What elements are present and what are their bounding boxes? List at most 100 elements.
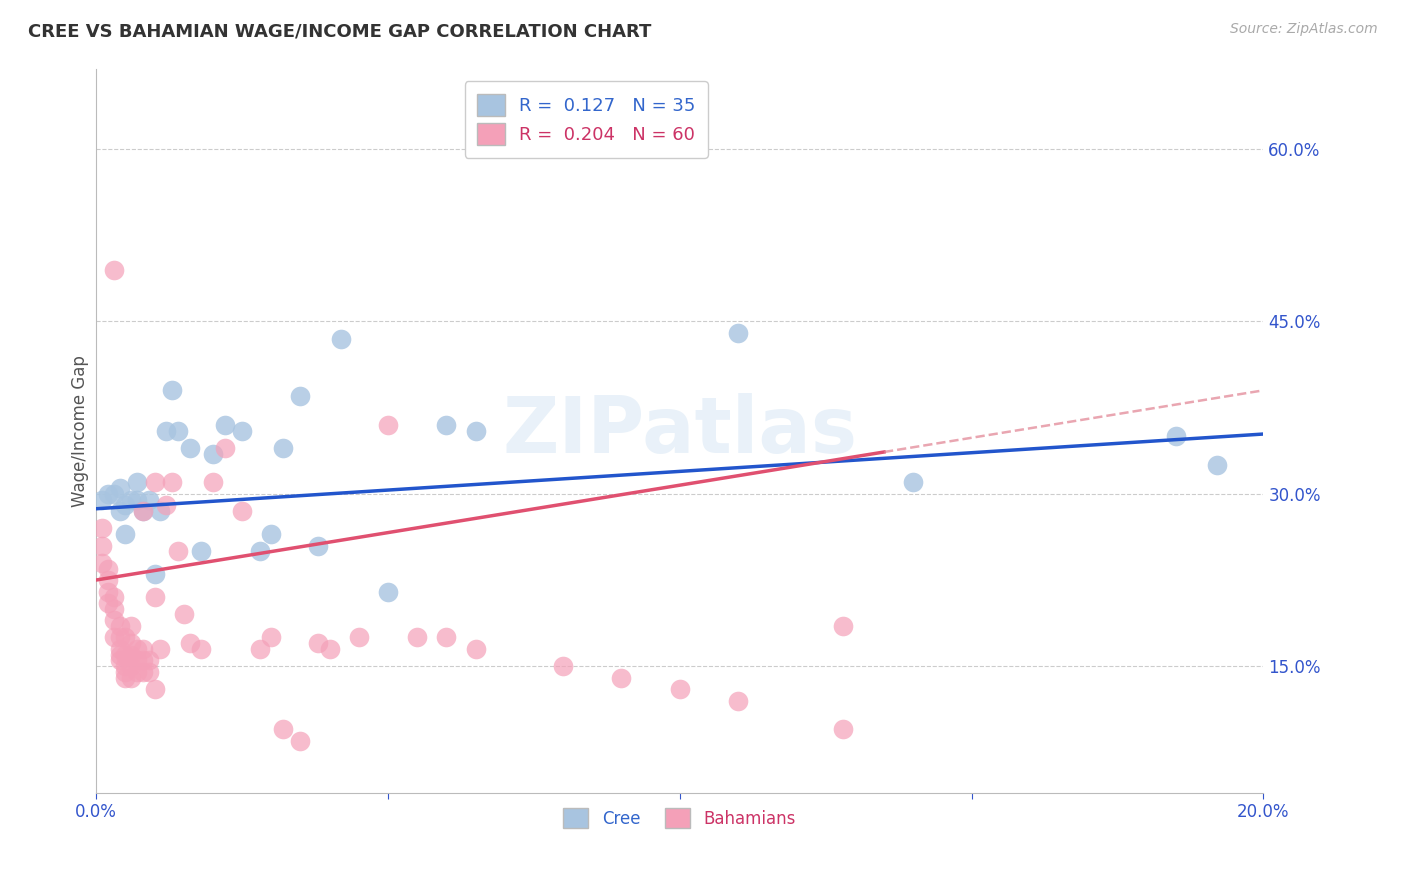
Point <box>114 671 136 685</box>
Point <box>108 481 131 495</box>
Point <box>727 694 749 708</box>
Point <box>125 653 148 667</box>
Point <box>143 475 166 490</box>
Point <box>132 504 155 518</box>
Point <box>114 498 136 512</box>
Point <box>120 636 142 650</box>
Point <box>125 475 148 490</box>
Point <box>114 665 136 679</box>
Point <box>377 417 399 432</box>
Text: ZIPatlas: ZIPatlas <box>502 392 858 468</box>
Point <box>114 648 136 662</box>
Point <box>143 567 166 582</box>
Point <box>108 619 131 633</box>
Point <box>125 665 148 679</box>
Point <box>103 262 125 277</box>
Point <box>132 642 155 657</box>
Point <box>120 648 142 662</box>
Point <box>125 642 148 657</box>
Point <box>260 527 283 541</box>
Point <box>138 492 160 507</box>
Point <box>167 544 190 558</box>
Point <box>108 642 131 657</box>
Point <box>179 441 201 455</box>
Point <box>132 665 155 679</box>
Point <box>271 723 294 737</box>
Point <box>464 642 486 657</box>
Point <box>214 417 236 432</box>
Point <box>167 424 190 438</box>
Point <box>114 659 136 673</box>
Point <box>155 498 177 512</box>
Point <box>214 441 236 455</box>
Point <box>91 492 114 507</box>
Point <box>108 653 131 667</box>
Point <box>155 424 177 438</box>
Point <box>143 591 166 605</box>
Text: Source: ZipAtlas.com: Source: ZipAtlas.com <box>1230 22 1378 37</box>
Point <box>103 487 125 501</box>
Point <box>97 573 120 587</box>
Point <box>201 446 224 460</box>
Point <box>103 601 125 615</box>
Point <box>901 475 924 490</box>
Point <box>249 642 271 657</box>
Point <box>97 596 120 610</box>
Point <box>149 642 172 657</box>
Point <box>91 539 114 553</box>
Point <box>91 521 114 535</box>
Point <box>138 653 160 667</box>
Point <box>1205 458 1227 472</box>
Point <box>108 631 131 645</box>
Text: CREE VS BAHAMIAN WAGE/INCOME GAP CORRELATION CHART: CREE VS BAHAMIAN WAGE/INCOME GAP CORRELA… <box>28 22 651 40</box>
Point <box>307 539 329 553</box>
Point <box>149 504 172 518</box>
Point <box>120 659 142 673</box>
Point <box>727 326 749 340</box>
Point <box>120 492 142 507</box>
Y-axis label: Wage/Income Gap: Wage/Income Gap <box>72 355 89 507</box>
Point <box>434 631 457 645</box>
Point <box>1164 429 1187 443</box>
Point <box>179 636 201 650</box>
Point <box>832 619 855 633</box>
Point <box>231 424 253 438</box>
Point <box>190 544 212 558</box>
Point <box>103 631 125 645</box>
Point <box>97 487 120 501</box>
Point <box>132 504 155 518</box>
Point <box>406 631 429 645</box>
Point <box>347 631 370 645</box>
Point <box>307 636 329 650</box>
Point <box>103 613 125 627</box>
Point <box>125 492 148 507</box>
Point <box>120 619 142 633</box>
Point <box>114 631 136 645</box>
Point <box>190 642 212 657</box>
Point <box>464 424 486 438</box>
Point <box>832 723 855 737</box>
Point <box>132 653 155 667</box>
Point <box>668 682 690 697</box>
Point <box>551 659 574 673</box>
Point <box>249 544 271 558</box>
Point <box>330 332 353 346</box>
Point <box>610 671 633 685</box>
Point <box>114 527 136 541</box>
Point <box>290 389 312 403</box>
Point <box>143 682 166 697</box>
Point <box>160 475 183 490</box>
Point <box>108 648 131 662</box>
Point <box>97 584 120 599</box>
Point <box>120 671 142 685</box>
Point <box>290 734 312 748</box>
Point <box>97 561 120 575</box>
Point <box>434 417 457 432</box>
Point <box>318 642 340 657</box>
Point <box>138 665 160 679</box>
Point <box>271 441 294 455</box>
Point <box>91 556 114 570</box>
Point <box>108 504 131 518</box>
Point <box>260 631 283 645</box>
Point <box>201 475 224 490</box>
